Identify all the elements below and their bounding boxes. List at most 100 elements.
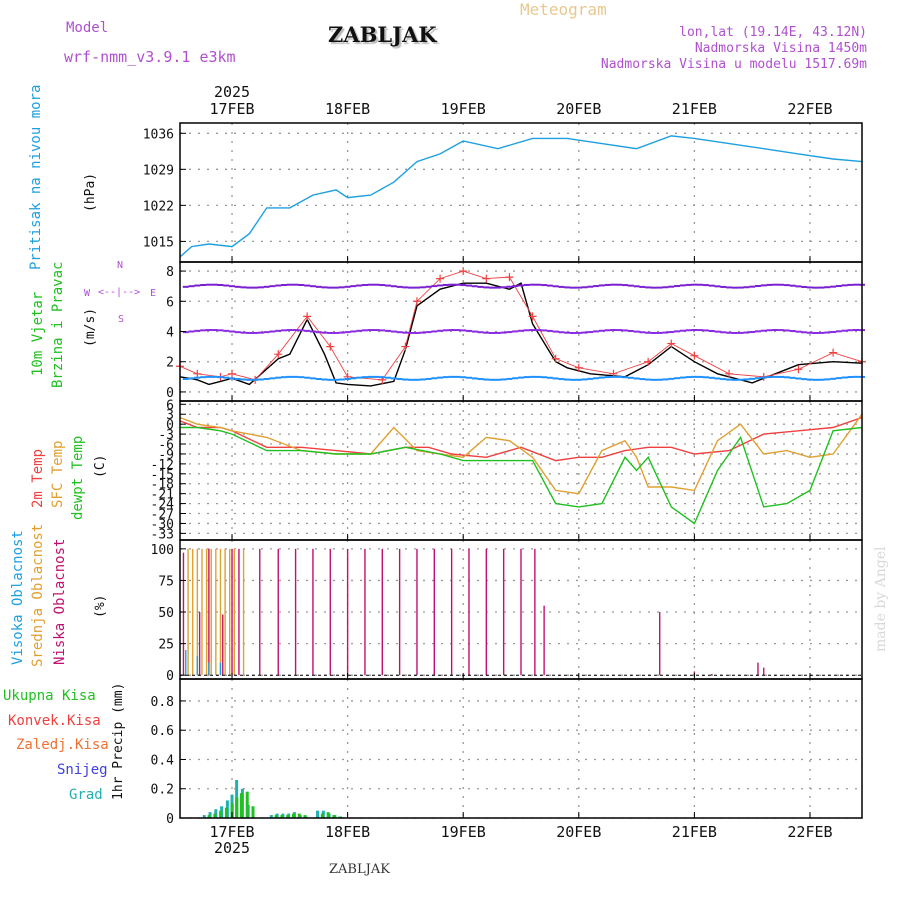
precip-bar	[269, 815, 273, 818]
legend-total-rain: Ukupna Kisa	[3, 688, 96, 704]
precip-bar	[274, 815, 278, 818]
gust-marker	[436, 274, 445, 283]
series-line	[179, 413, 863, 495]
model-label: Model	[66, 20, 109, 36]
bottom-day-label: 21FEB	[672, 823, 717, 841]
bottom-year-label: 2025	[214, 839, 250, 857]
wind-compass-cross: <--|-->	[98, 287, 141, 298]
y-tick-label: 6	[166, 295, 174, 310]
y-tick-label: -24	[151, 498, 175, 513]
gust-marker	[667, 339, 676, 348]
gust-marker	[401, 342, 410, 351]
wind-compass-w: W	[84, 288, 91, 299]
precip-bar	[219, 810, 223, 818]
gust-marker	[551, 354, 560, 363]
precip-bar	[235, 797, 239, 818]
wind-compass-n: N	[117, 260, 124, 271]
panel-frame	[179, 400, 863, 541]
top-day-label: 20FEB	[556, 100, 601, 118]
top-day-label: 18FEB	[325, 100, 370, 118]
precip-bar	[202, 815, 206, 818]
coords-text: lon,lat (19.14E, 43.12N)	[679, 25, 867, 40]
series-line	[179, 135, 863, 258]
gust-marker	[690, 351, 699, 360]
precip-bar	[239, 793, 243, 818]
y-tick-label: 50	[158, 606, 174, 621]
precip-bar	[245, 791, 249, 818]
gust-marker	[505, 273, 514, 282]
y-tick-label: -18	[151, 478, 174, 493]
precip-bar	[213, 813, 217, 818]
gust-marker	[326, 342, 335, 351]
model-elevation-text: Nadmorska Visina u modelu 1517.69m	[600, 57, 867, 72]
y-tick-label: -12	[151, 458, 174, 473]
bottom-day-label: 18FEB	[325, 823, 370, 841]
gust-marker	[274, 350, 283, 359]
precip-bar	[286, 815, 290, 818]
gust-marker	[644, 357, 653, 366]
gust-marker	[228, 369, 237, 378]
y-tick-label: -6	[158, 438, 174, 453]
y-tick-label: -21	[151, 488, 174, 503]
precip-bar	[297, 813, 301, 818]
legend-graupel: Grad	[69, 787, 103, 803]
series-line	[179, 282, 863, 387]
precip-bar	[303, 815, 307, 818]
panel-frame	[179, 678, 863, 819]
frame-layer	[179, 122, 863, 819]
tick-layer: 101510221029103602468630-3-6-9-12-15-18-…	[143, 83, 833, 857]
y-tick-label: 1022	[143, 199, 174, 214]
precip-bar	[207, 815, 211, 818]
gust-marker	[794, 365, 803, 374]
gust-marker	[482, 274, 491, 283]
gust-marker	[829, 348, 838, 357]
precip-bar	[320, 813, 324, 818]
y-tick-label: -30	[151, 517, 174, 532]
y-tick-label: 3	[166, 408, 174, 423]
precip-bar	[316, 810, 320, 818]
y-tick-label: 8	[166, 265, 174, 280]
gust-marker	[528, 312, 537, 321]
series-line	[180, 426, 863, 525]
footer-station: ZABLJAK	[329, 862, 390, 877]
precip-bar	[251, 806, 255, 818]
y-tick-label: 0	[166, 418, 174, 433]
product-title: Meteogram	[520, 0, 607, 19]
y-tick-label: 0	[166, 386, 174, 401]
y-tick-label: -27	[151, 508, 174, 523]
y-tick-label: 0.2	[151, 783, 174, 798]
elevation-text: Nadmorska Visina 1450m	[694, 41, 867, 56]
bottom-day-label: 20FEB	[556, 823, 601, 841]
bottom-day-label: 22FEB	[787, 823, 832, 841]
wind-compass-e: E	[150, 288, 157, 299]
series-line	[179, 270, 863, 381]
gust-marker	[303, 312, 312, 321]
series-line	[179, 416, 863, 462]
station-title: ZABLJAK	[328, 22, 437, 47]
y-tick-label: -9	[158, 448, 174, 463]
legend-snow: Snijeg	[57, 762, 108, 778]
y-tick-label: 1029	[143, 163, 174, 178]
y-tick-label: 75	[158, 574, 174, 589]
grid-layer	[180, 123, 862, 819]
panel-frame	[179, 122, 863, 263]
y-tick-label: 0.6	[151, 724, 174, 739]
y-tick-label: 0	[166, 812, 174, 827]
y-tick-label: 1036	[143, 127, 174, 142]
top-day-label: 19FEB	[441, 100, 486, 118]
y-tick-label: 25	[158, 638, 174, 653]
y-tick-label: 0.8	[151, 695, 174, 710]
top-year-label: 2025	[214, 83, 250, 101]
precip-bar	[326, 812, 330, 818]
precip-bar	[280, 815, 284, 818]
y-tick-label: 100	[151, 543, 174, 558]
y-tick-label: 0.4	[151, 753, 175, 768]
gust-marker	[412, 297, 421, 306]
y-tick-label: -33	[151, 527, 174, 542]
y-tick-label: 6	[166, 398, 174, 413]
y-tick-label: 2	[166, 356, 174, 371]
bottom-day-label: 17FEB	[209, 823, 254, 841]
precip-bar	[332, 815, 336, 818]
gust-marker	[725, 369, 734, 378]
y-tick-label: 1015	[143, 235, 174, 250]
